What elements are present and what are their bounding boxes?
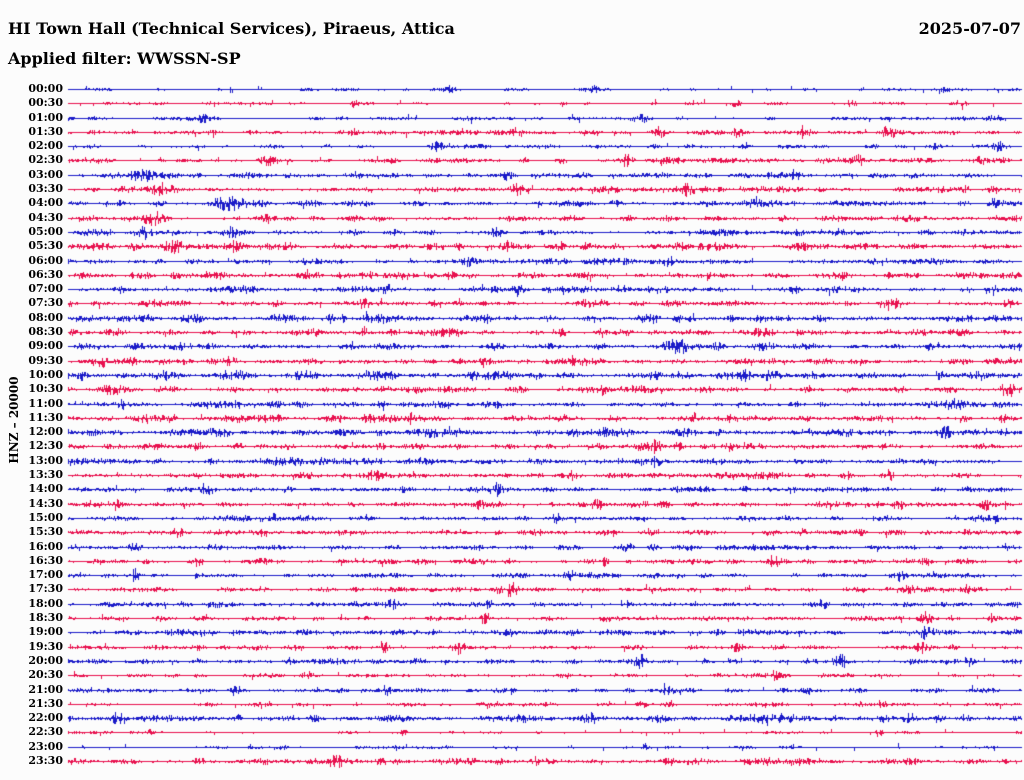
time-label: 07:30 bbox=[28, 296, 63, 309]
time-label: 14:00 bbox=[28, 482, 63, 495]
time-label: 09:30 bbox=[28, 354, 63, 367]
time-label: 13:30 bbox=[28, 468, 63, 481]
time-label: 17:30 bbox=[28, 582, 63, 595]
time-label: 23:00 bbox=[28, 740, 63, 753]
time-label: 09:00 bbox=[28, 339, 63, 352]
time-label: 11:30 bbox=[28, 411, 63, 424]
time-label: 07:00 bbox=[28, 282, 63, 295]
time-label: 14:30 bbox=[28, 497, 63, 510]
time-label: 03:00 bbox=[28, 168, 63, 181]
time-label: 15:00 bbox=[28, 511, 63, 524]
time-label: 23:30 bbox=[28, 754, 63, 767]
time-label: 12:30 bbox=[28, 439, 63, 452]
time-label: 19:00 bbox=[28, 625, 63, 638]
time-label: 13:00 bbox=[28, 454, 63, 467]
time-label: 22:00 bbox=[28, 711, 63, 724]
time-label: 00:30 bbox=[28, 96, 63, 109]
time-label: 04:00 bbox=[28, 196, 63, 209]
time-label: 11:00 bbox=[28, 397, 63, 410]
time-label: 16:00 bbox=[28, 540, 63, 553]
time-label: 08:30 bbox=[28, 325, 63, 338]
time-label: 05:00 bbox=[28, 225, 63, 238]
time-label: 21:00 bbox=[28, 683, 63, 696]
time-label: 04:30 bbox=[28, 211, 63, 224]
time-label: 20:30 bbox=[28, 668, 63, 681]
time-label: 01:30 bbox=[28, 125, 63, 138]
page-title: HI Town Hall (Technical Services), Pirae… bbox=[8, 19, 455, 38]
filter-label: Applied filter: WWSSN-SP bbox=[8, 49, 241, 68]
time-label: 02:30 bbox=[28, 153, 63, 166]
time-label: 16:30 bbox=[28, 554, 63, 567]
time-label: 00:00 bbox=[28, 82, 63, 95]
time-label: 01:00 bbox=[28, 111, 63, 124]
time-label: 05:30 bbox=[28, 239, 63, 252]
time-label: 12:00 bbox=[28, 425, 63, 438]
time-label: 18:00 bbox=[28, 597, 63, 610]
time-label: 20:00 bbox=[28, 654, 63, 667]
time-label: 18:30 bbox=[28, 611, 63, 624]
time-label: 17:00 bbox=[28, 568, 63, 581]
time-label: 15:30 bbox=[28, 525, 63, 538]
time-label: 21:30 bbox=[28, 697, 63, 710]
time-label: 10:00 bbox=[28, 368, 63, 381]
time-label: 22:30 bbox=[28, 725, 63, 738]
page-date: 2025-07-07 bbox=[918, 19, 1021, 38]
time-label: 10:30 bbox=[28, 382, 63, 395]
time-label: 06:30 bbox=[28, 268, 63, 281]
time-label: 02:00 bbox=[28, 139, 63, 152]
time-label: 06:00 bbox=[28, 254, 63, 267]
time-label: 08:00 bbox=[28, 311, 63, 324]
time-label: 19:30 bbox=[28, 640, 63, 653]
time-label: 03:30 bbox=[28, 182, 63, 195]
